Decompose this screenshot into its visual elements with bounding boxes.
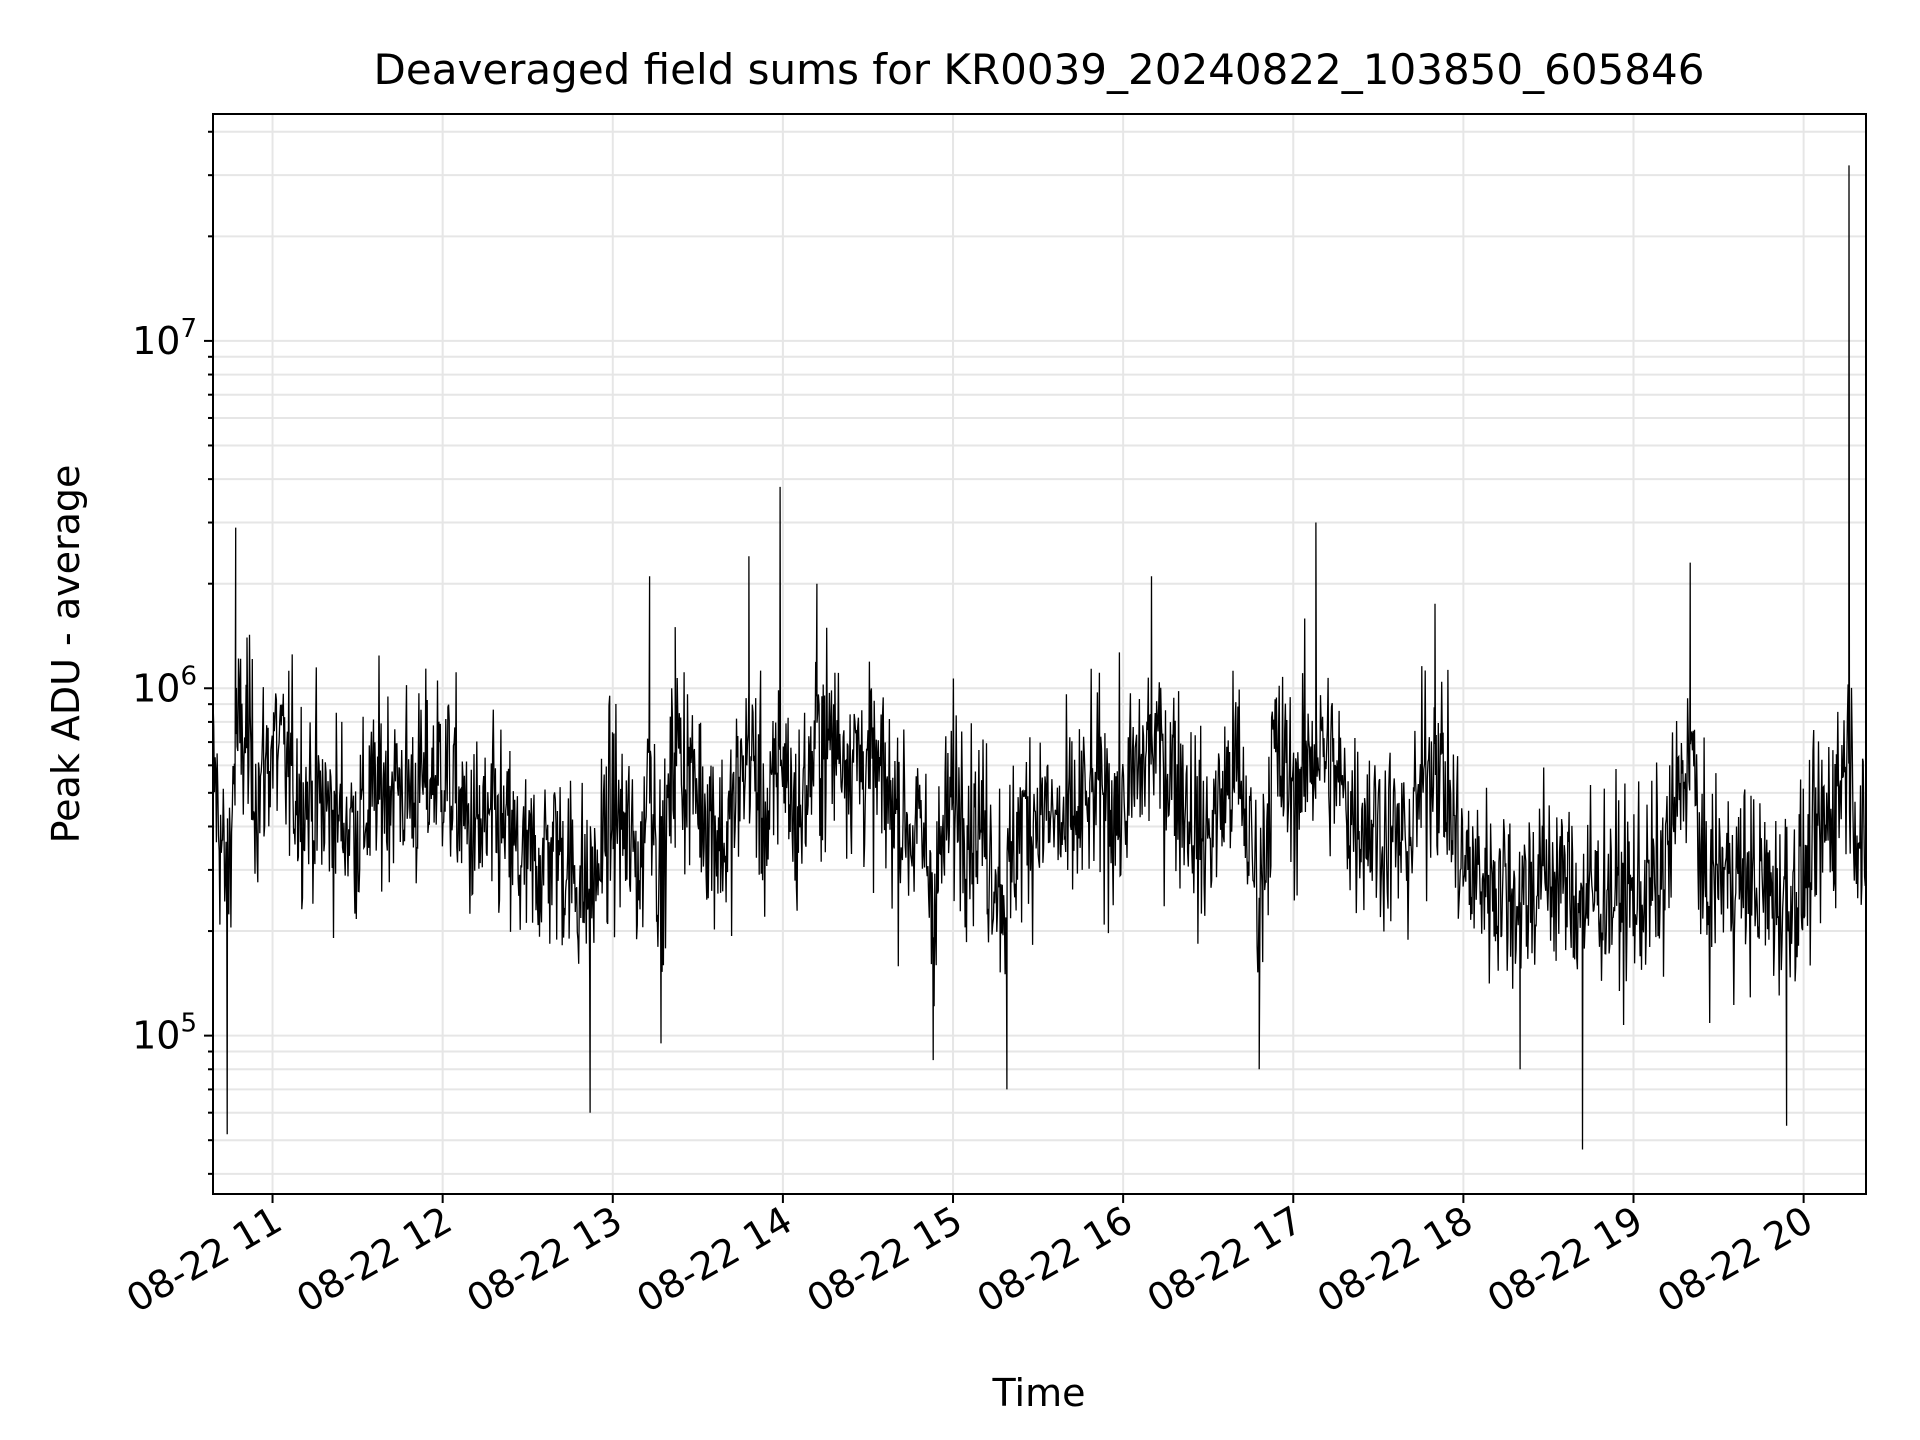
y-tick-label: 106 bbox=[132, 661, 197, 710]
y-tick-label: 105 bbox=[132, 1009, 197, 1058]
chart-title: Deaveraged field sums for KR0039_2024082… bbox=[374, 45, 1705, 94]
y-axis-label: Peak ADU - average bbox=[44, 465, 88, 844]
series-line bbox=[212, 165, 1867, 1150]
plot-frame bbox=[212, 113, 1867, 1195]
axis-ticks bbox=[204, 130, 1805, 1203]
x-axis-label: Time bbox=[992, 1371, 1086, 1415]
series-area bbox=[212, 165, 1867, 1150]
y-tick-label: 107 bbox=[132, 314, 197, 363]
